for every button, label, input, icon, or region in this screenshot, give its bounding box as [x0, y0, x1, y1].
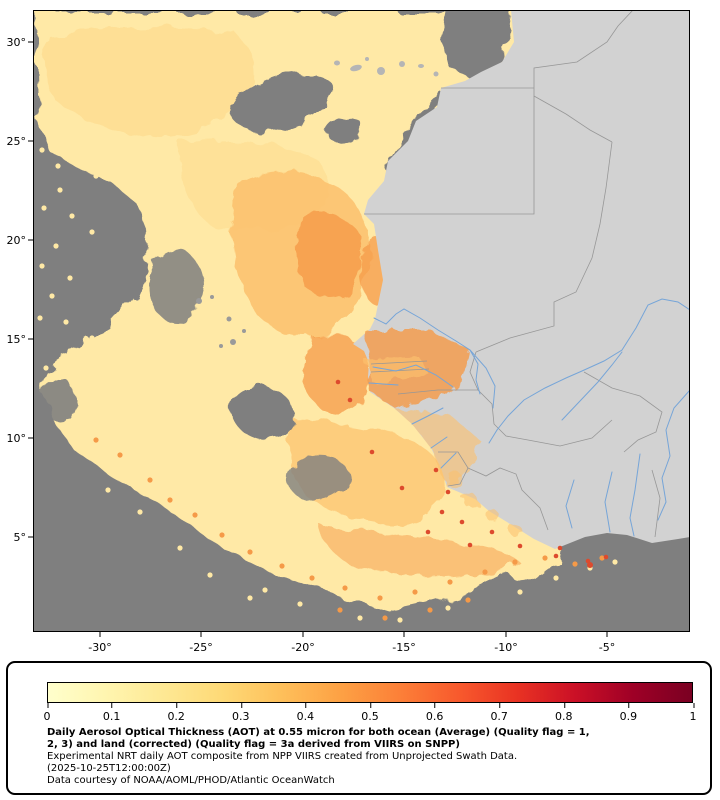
colorbar-tick-label: 0.7	[490, 703, 508, 723]
land-aot-patches	[364, 330, 521, 536]
caption-subtitle: Experimental NRT daily AOT composite fro…	[47, 751, 518, 762]
colorbar-gradient	[47, 682, 693, 703]
y-tick-label: 25°	[7, 135, 27, 148]
x-tick-label: -20°	[291, 641, 314, 654]
cape-verde-islands	[196, 295, 246, 348]
figure-caption: Daily Aerosol Optical Thickness (AOT) at…	[47, 727, 590, 787]
colorbar-tick-label: 0	[43, 703, 51, 723]
x-axis: -30° -25° -20° -15° -10° -5°	[88, 632, 615, 654]
colorbar-tick-label: 0.8	[555, 703, 573, 723]
gambia-river	[372, 364, 454, 388]
caption-timestamp: (2025-10-25T12:00:00Z)	[47, 763, 171, 774]
colorbar-tick-label: 0.5	[361, 703, 379, 723]
niger-river	[496, 298, 690, 431]
x-tick-label: -25°	[189, 641, 212, 654]
map-frame	[33, 10, 690, 632]
colorbar-ticks: 0 0.1 0.2 0.3 0.4 0.5 0.6 0.7 0.8 0.9 1	[43, 703, 697, 725]
y-tick-label: 20°	[7, 234, 27, 247]
x-tick-label: -10°	[494, 641, 517, 654]
y-tick-label: 5°	[14, 531, 27, 544]
caption-title-line1: Daily Aerosol Optical Thickness (AOT) at…	[47, 727, 590, 738]
colorbar-tick-label: 0.9	[619, 703, 638, 723]
aot-speckles-red	[335, 379, 609, 568]
y-tick-label: 15°	[7, 333, 27, 346]
x-tick-label: -30°	[88, 641, 111, 654]
colorbar-tick-label: 1	[689, 703, 697, 723]
y-axis: 30° 25° 20° 15° 10° 5°	[7, 36, 33, 544]
colorbar-tick-label: 0.6	[425, 703, 444, 723]
legend-panel: 0 0.1 0.2 0.3 0.4 0.5 0.6 0.7 0.8 0.9 1 …	[6, 661, 712, 795]
map-plot: 30° 25° 20° 15° 10° 5° -30° -25° -20° -1…	[7, 10, 690, 654]
caption-title-line2: 2, 3) and land (corrected) (Quality flag…	[47, 739, 460, 750]
colorbar-tick-label: 0.2	[167, 703, 185, 723]
x-tick-label: -15°	[392, 641, 415, 654]
colorbar-tick-label: 0.4	[296, 703, 315, 723]
x-tick-label: -5°	[599, 641, 615, 654]
caption-credit: Data courtesy of NOAA/AOML/PHOD/Atlantic…	[47, 775, 335, 786]
aot-speckles-orange	[93, 437, 605, 621]
colorbar-tick-label: 0.1	[102, 703, 121, 723]
colorbar-tick-label: 0.3	[232, 703, 250, 723]
canary-islands	[334, 57, 439, 77]
no-data-holes	[44, 12, 512, 501]
y-tick-label: 30°	[7, 36, 27, 49]
rivers	[368, 298, 690, 537]
country-borders	[364, 10, 663, 538]
y-tick-label: 10°	[7, 432, 27, 445]
senegal-river	[373, 308, 481, 395]
